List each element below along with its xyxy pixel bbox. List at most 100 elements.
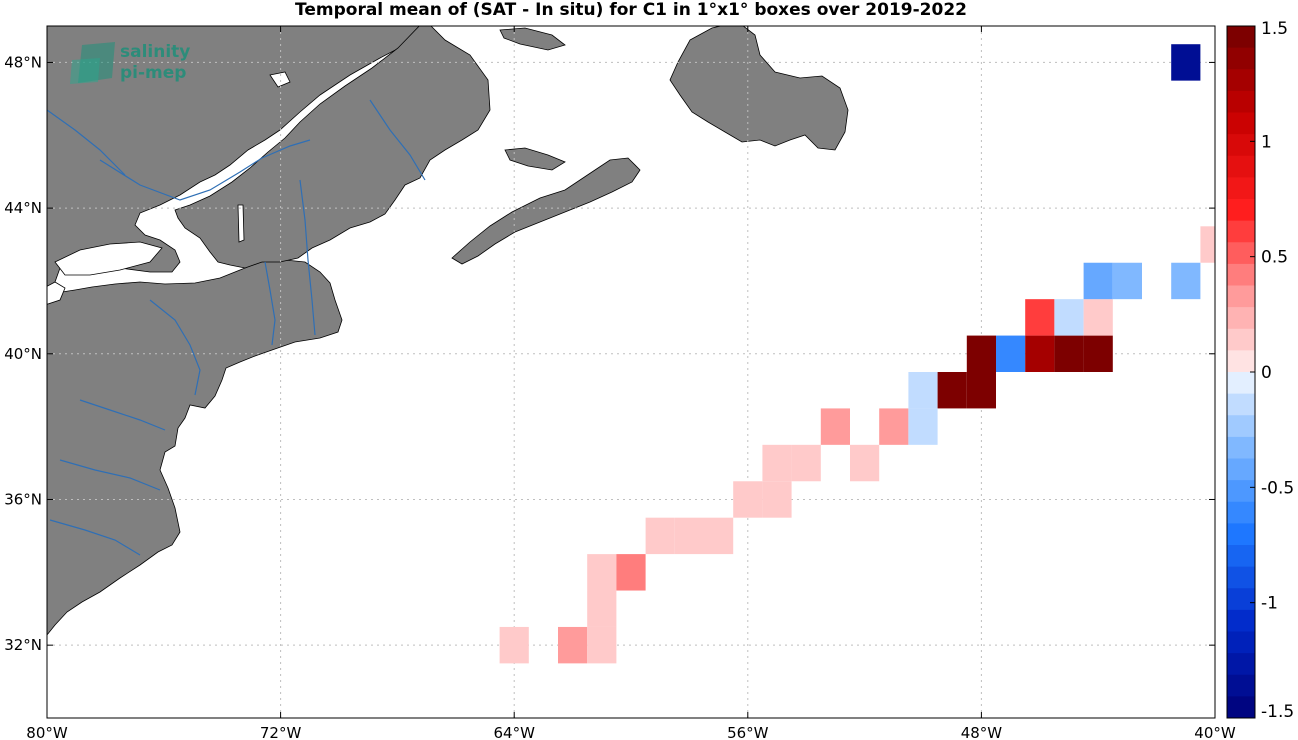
heatmap-cell bbox=[762, 444, 792, 482]
heatmap-cell bbox=[587, 590, 617, 627]
heatmap-cell bbox=[1171, 44, 1201, 81]
map-frame bbox=[46, 25, 1216, 719]
y-tick-label: 48°N bbox=[4, 53, 42, 71]
colorbar-segment bbox=[1227, 372, 1255, 395]
lake-st-john bbox=[269, 71, 291, 88]
colorbar-segment bbox=[1227, 631, 1255, 654]
x-tick-label: 64°W bbox=[493, 724, 535, 740]
colorbar-segment bbox=[1227, 458, 1255, 481]
st-lawrence-river bbox=[99, 139, 311, 201]
lake-ontario bbox=[54, 241, 163, 276]
susquehanna-river bbox=[149, 299, 201, 396]
colorbar-segment bbox=[1227, 90, 1255, 113]
heatmap-cell bbox=[791, 444, 821, 482]
x-tick-label: 48°W bbox=[961, 724, 1003, 740]
colorbar-segment bbox=[1227, 653, 1255, 676]
colorbar-segment bbox=[1227, 134, 1255, 157]
heatmap-cell bbox=[587, 554, 617, 591]
colorbar-segment bbox=[1227, 566, 1255, 589]
colorbar-segment bbox=[1227, 480, 1255, 503]
colorbar-segment bbox=[1227, 155, 1255, 178]
heatmap-cell bbox=[937, 372, 967, 409]
lake-erie bbox=[47, 281, 66, 305]
maritimes-land bbox=[174, 26, 491, 269]
colorbar-segment bbox=[1227, 350, 1255, 373]
colorbar-segment bbox=[1227, 328, 1255, 351]
heatmap-cell bbox=[1054, 299, 1084, 336]
colorbar-segment bbox=[1227, 112, 1255, 135]
x-tick-label: 72°W bbox=[260, 724, 302, 740]
colorbar-tick-label: -0.5 bbox=[1261, 478, 1294, 498]
colorbar-segment bbox=[1227, 199, 1255, 222]
heatmap-cell bbox=[587, 626, 617, 664]
colorbar-tick-label: 0 bbox=[1261, 363, 1272, 383]
heatmap-cell bbox=[645, 517, 675, 555]
colorbar-segment bbox=[1227, 69, 1255, 92]
hudson-river bbox=[264, 261, 276, 346]
colorbar-segment bbox=[1227, 393, 1255, 416]
colorbar-segment bbox=[1227, 415, 1255, 438]
heatmap-cell bbox=[1083, 262, 1113, 300]
roanoke-river bbox=[49, 519, 141, 556]
heatmap-cell bbox=[1054, 335, 1084, 372]
lake-champlain bbox=[237, 204, 245, 243]
colorbar-tick-label: -1 bbox=[1261, 594, 1278, 614]
y-tick-label: 32°N bbox=[4, 636, 42, 654]
y-tick-label: 44°N bbox=[4, 199, 42, 217]
map-axes: 80°W 72°W 64°W 56°W 48°W 40°W 32°N 36°N 40°N 44°N… bbox=[4, 26, 1236, 740]
heatmap-cell bbox=[1025, 335, 1055, 372]
colorbar-segment bbox=[1227, 436, 1255, 459]
colorbar-segment bbox=[1227, 263, 1255, 286]
colorbar-segment bbox=[1227, 177, 1255, 200]
colorbar-segment bbox=[1227, 220, 1255, 243]
lake-layer bbox=[47, 71, 291, 305]
heatmap-cell bbox=[850, 444, 880, 482]
colorbar-segment bbox=[1227, 674, 1255, 697]
colorbar-segment bbox=[1227, 47, 1255, 70]
heatmap-cell bbox=[704, 517, 734, 555]
x-tick-label: 80°W bbox=[26, 724, 68, 740]
colorbar-segment bbox=[1227, 501, 1255, 524]
anticosti-land bbox=[499, 27, 566, 51]
heatmap-cells bbox=[499, 44, 1215, 664]
heatmap-cell bbox=[1112, 262, 1142, 300]
heatmap-cell bbox=[762, 481, 792, 518]
colorbar: 1.5 1 0.5 0 -0.5 -1 -1.5 bbox=[1226, 19, 1294, 722]
x-tick-label: 40°W bbox=[1194, 724, 1236, 740]
logo-text-pi-mep: pi-mep bbox=[120, 63, 186, 83]
colorbar-segment bbox=[1227, 242, 1255, 265]
newfoundland-land bbox=[669, 26, 849, 151]
logo-emblem-inner bbox=[70, 58, 100, 84]
heatmap-cell bbox=[966, 335, 996, 372]
ottawa-river bbox=[47, 109, 126, 176]
colorbar-tick-label: -1.5 bbox=[1261, 702, 1294, 722]
nova-scotia-land bbox=[451, 157, 641, 265]
heatmap-cell bbox=[908, 408, 938, 445]
colorbar-segment bbox=[1227, 588, 1255, 611]
map-title: Temporal mean of (SAT - In situ) for C1 … bbox=[295, 0, 967, 20]
colorbar-segment bbox=[1227, 523, 1255, 546]
connecticut-river bbox=[299, 179, 316, 336]
river-layer bbox=[47, 99, 426, 556]
logo-text-salinity: salinity bbox=[120, 42, 190, 62]
heatmap-cell bbox=[1171, 262, 1201, 300]
heatmap-cell bbox=[558, 626, 588, 664]
y-tick-label: 40°N bbox=[4, 345, 42, 363]
colorbar-tick-label: 1.5 bbox=[1261, 19, 1288, 39]
heatmap-cell bbox=[1083, 299, 1113, 336]
colorbar-segment bbox=[1227, 545, 1255, 568]
potomac-river bbox=[79, 399, 166, 431]
saint-john-river bbox=[369, 99, 426, 181]
colorbar-tick-label: 0.5 bbox=[1261, 248, 1288, 268]
heatmap-cell bbox=[908, 372, 938, 409]
colorbar-segment bbox=[1227, 26, 1255, 49]
heatmap-cell bbox=[1083, 335, 1113, 372]
pei-land bbox=[504, 147, 566, 171]
heatmap-cell bbox=[996, 335, 1026, 372]
heatmap-cell bbox=[1200, 226, 1215, 263]
heatmap-cell bbox=[966, 372, 996, 409]
colorbar-segment bbox=[1227, 285, 1255, 308]
y-tick-label: 36°N bbox=[4, 490, 42, 508]
heatmap-cell bbox=[674, 517, 704, 555]
